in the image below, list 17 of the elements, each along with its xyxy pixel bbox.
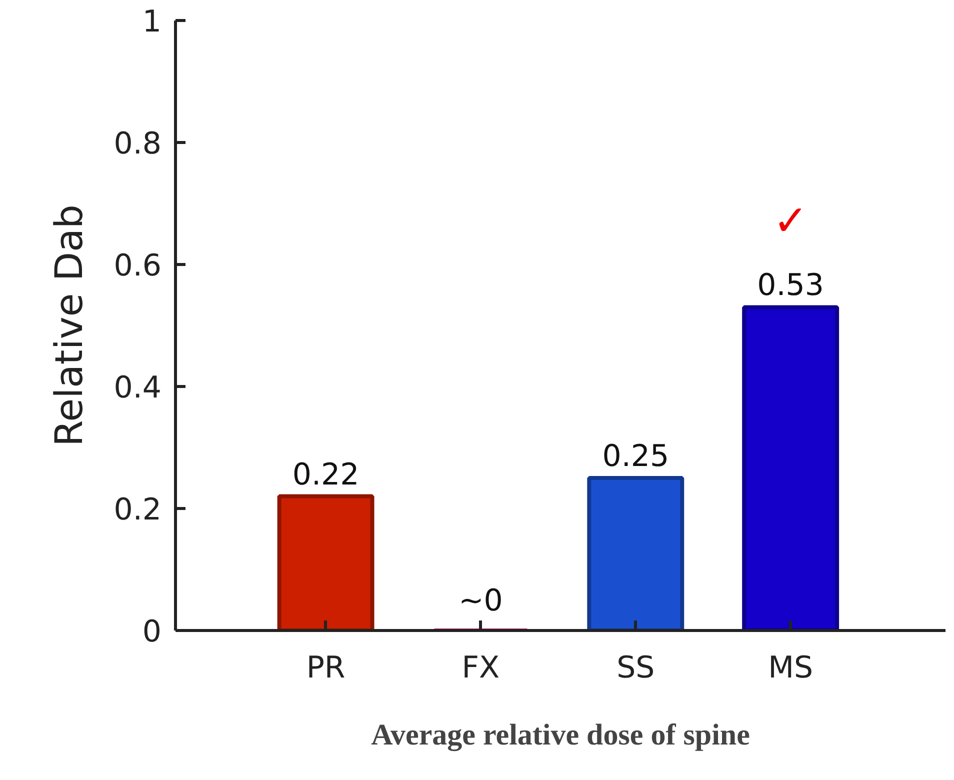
y-tick-label: 1 <box>142 4 162 40</box>
x-axis-title: Average relative dose of spine <box>371 718 750 752</box>
y-tick-label: 0.2 <box>114 492 162 528</box>
data-label: ~0 <box>458 584 503 618</box>
x-tick-label: FX <box>462 650 500 686</box>
y-axis-title: Relative Dab <box>46 204 91 446</box>
y-tick-label: 0.4 <box>114 370 162 406</box>
y-tick-label: 0.6 <box>114 248 162 284</box>
x-tick-label: SS <box>616 650 655 686</box>
data-label: 0.22 <box>292 457 360 492</box>
y-tick-label: 0.8 <box>114 126 162 162</box>
y-tick-label: 0 <box>142 614 162 650</box>
x-tick-label: PR <box>306 650 346 686</box>
x-tick-label: MS <box>768 650 814 686</box>
data-label: 0.25 <box>602 439 670 474</box>
data-label: 0.53 <box>757 268 824 304</box>
annotation: ✓ <box>772 196 808 246</box>
